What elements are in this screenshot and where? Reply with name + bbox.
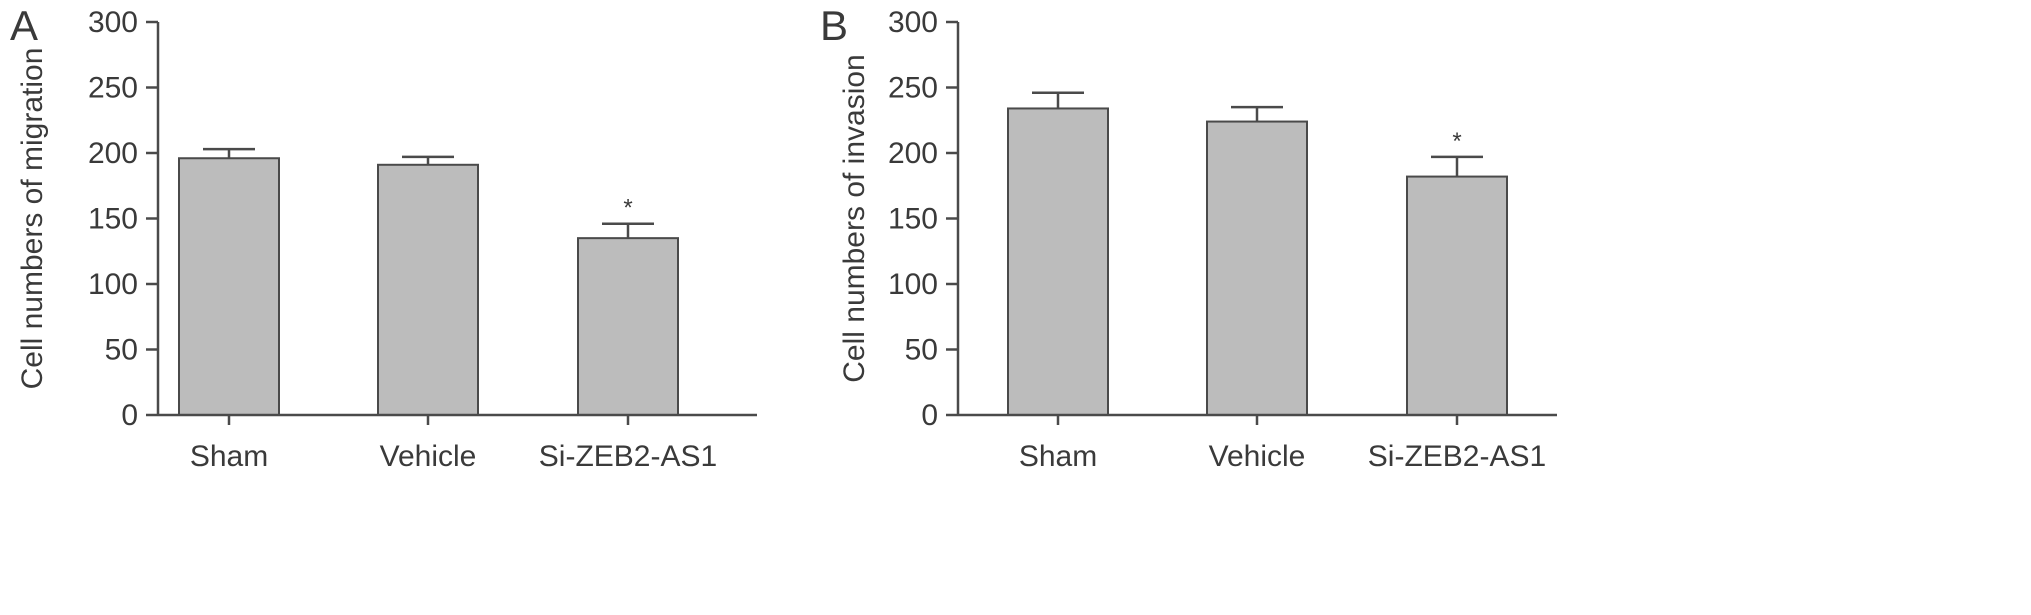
x-tick-label: Si-ZEB2-AS1 (1368, 440, 1546, 473)
significance-marker: * (623, 195, 632, 222)
y-tick-label: 150 (88, 203, 138, 236)
y-tick-label: 100 (88, 268, 138, 301)
x-tick-label: Si-ZEB2-AS1 (539, 440, 717, 473)
y-tick-label: 200 (888, 137, 938, 170)
y-tick-label: 100 (888, 268, 938, 301)
x-tick-label: Vehicle (380, 440, 477, 473)
y-tick-label: 200 (88, 137, 138, 170)
significance-marker: * (1452, 128, 1461, 155)
panel-letter: B (820, 2, 848, 49)
panel-a: A Sham Vehicle * Si-ZEB2-AS1 0 50 100 150 200 250 3… (10, 2, 757, 473)
bar (377, 163, 479, 416)
panel-letter: A (10, 2, 38, 49)
y-axis-title: Cell numbers of invasion (838, 54, 871, 383)
y-tick-label: 300 (888, 6, 938, 39)
y-tick-label: 300 (88, 6, 138, 39)
y-tick-label: 0 (121, 399, 138, 432)
y-tick-label: 250 (88, 72, 138, 105)
y-tick-label: 250 (888, 72, 938, 105)
x-tick-label: Vehicle (1209, 440, 1306, 473)
bar (1007, 107, 1109, 417)
panel-b: B Sham Vehicle * Si-ZEB2-AS1 0 50 100 150 200 250 3… (820, 2, 1557, 473)
bar (577, 237, 679, 416)
x-tick-label: Sham (1019, 440, 1097, 473)
bar (178, 157, 280, 417)
y-tick-label: 150 (888, 203, 938, 236)
y-axis-title: Cell numbers of migration (16, 48, 49, 390)
y-tick-label: 50 (905, 334, 938, 367)
x-tick-label: Sham (190, 440, 268, 473)
bar (1206, 120, 1308, 416)
y-tick-label: 0 (921, 399, 938, 432)
y-tick-label: 50 (105, 334, 138, 367)
bar (1406, 175, 1508, 416)
